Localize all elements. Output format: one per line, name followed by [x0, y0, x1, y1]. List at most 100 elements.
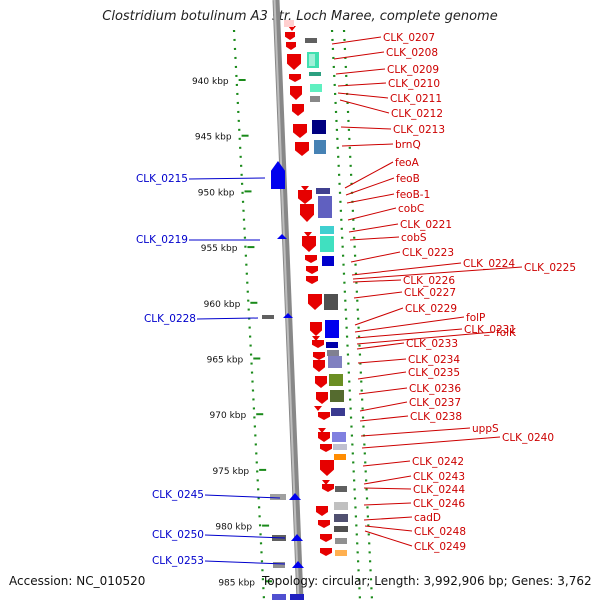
- scale-tick-label: 950 kbp: [198, 188, 235, 198]
- gene-label: CLK_0227: [404, 287, 456, 299]
- label-leader-line: [354, 307, 404, 326]
- gene-label: CLK_0228: [144, 313, 196, 325]
- reverse-strand-block: [324, 294, 338, 310]
- label-leader-line: [356, 342, 405, 350]
- label-leader-line: [364, 525, 413, 532]
- label-leader-line: [340, 126, 392, 130]
- accession-text: Accession: NC_010520: [9, 574, 146, 588]
- gene-label: CLK_0234: [408, 354, 460, 366]
- genome-title: Clostridium botulinum A3 str. Loch Maree…: [102, 9, 498, 24]
- scale-tick-label: 975 kbp: [212, 467, 249, 477]
- reverse-strand-block: [334, 526, 348, 532]
- label-leader-line: [339, 99, 390, 114]
- label-leader-line: [335, 68, 386, 75]
- reverse-strand-block: [320, 236, 334, 252]
- reverse-cds-triangle: [289, 493, 301, 500]
- forward-cds-chevron: [288, 26, 296, 31]
- label-leader-line: [358, 387, 408, 395]
- reverse-strand-block: [270, 494, 286, 500]
- reverse-strand-block: [322, 256, 334, 266]
- reverse-strand-block: [262, 315, 274, 319]
- forward-cds-arrow: [320, 548, 332, 556]
- reverse-strand-block: [318, 196, 332, 218]
- reverse-strand-block: [314, 140, 326, 154]
- reverse-strand-block: [273, 562, 285, 568]
- reverse-strand-block: [335, 550, 347, 556]
- gene-label: feoA: [395, 157, 420, 169]
- gene-label: cadD: [414, 512, 441, 524]
- gene-label: CLK_0233: [406, 338, 458, 350]
- forward-cds-arrow: [320, 534, 332, 542]
- reverse-strand-block: [325, 320, 339, 338]
- label-leader-line: [346, 193, 395, 204]
- label-leader-line: [341, 143, 394, 147]
- label-leader-line: [351, 262, 462, 276]
- label-leader-line: [345, 177, 395, 196]
- reverse-strand-block: [272, 594, 286, 600]
- label-leader-line: [349, 236, 400, 241]
- forward-cds-arrow: [306, 266, 318, 274]
- gene-label: folP: [466, 312, 485, 324]
- reverse-cds-arrow: [271, 161, 285, 189]
- label-leader-line: [344, 161, 394, 189]
- forward-cds-arrow: [312, 340, 324, 348]
- forward-cds-arrow: [315, 376, 327, 388]
- forward-cds-arrow: [295, 142, 309, 156]
- gene-label: CLK_0253: [152, 555, 204, 567]
- gene-label: CLK_0223: [402, 247, 454, 259]
- reverse-strand-block: [335, 538, 347, 544]
- reverse-strand-block: [331, 408, 345, 416]
- label-leader-line: [360, 427, 471, 437]
- reverse-cds-triangle: [283, 313, 293, 318]
- gene-label: CLK_0221: [400, 219, 452, 231]
- forward-cds-arrow: [292, 104, 304, 116]
- scale-ring-left: [232, 29, 266, 600]
- reverse-cds-triangle: [292, 561, 304, 568]
- gene-label: CLK_0237: [409, 397, 461, 409]
- scale-tick-label: 965 kbp: [207, 356, 244, 366]
- gene-label: CLK_0229: [405, 303, 457, 315]
- reverse-strand-block: [326, 342, 338, 348]
- label-leader-line: [357, 371, 407, 380]
- forward-cds-chevron: [301, 186, 309, 191]
- gene-label: CLK_0212: [391, 108, 443, 120]
- label-leader-line: [361, 436, 501, 449]
- forward-cds-arrow: [318, 412, 330, 420]
- gene-label: cobC: [398, 203, 424, 215]
- label-leader-line: [196, 317, 259, 320]
- scale-tick-label: 960 kbp: [204, 300, 241, 310]
- label-leader-line: [362, 460, 411, 467]
- gene-label: cobS: [401, 232, 427, 244]
- label-leader-line: [204, 494, 281, 499]
- scale-tick-label: 940 kbp: [192, 77, 229, 87]
- gene-label: CLK_0248: [414, 526, 466, 538]
- forward-cds-chevron: [304, 232, 312, 237]
- gene-label: CLK_0211: [390, 93, 442, 105]
- forward-cds-arrow: [305, 255, 317, 263]
- scale-tick-label: 985 kbp: [218, 578, 255, 588]
- label-leader-line: [363, 487, 412, 490]
- gene-label: CLK_0210: [388, 78, 440, 90]
- label-leader-line: [352, 266, 523, 280]
- label-leader-line: [357, 358, 407, 364]
- gene-label: CLK_0235: [408, 367, 460, 379]
- label-leader-line: [337, 92, 389, 99]
- gene-label: feoB: [396, 173, 420, 185]
- reverse-strand-block: [310, 84, 322, 92]
- forward-cds-arrow: [306, 276, 318, 284]
- reverse-strand-block: [309, 54, 315, 66]
- gene-label: CLK_0244: [413, 484, 465, 496]
- forward-cds-arrow: [293, 124, 307, 138]
- reverse-strand-block: [328, 356, 342, 368]
- reverse-cds-triangle: [291, 534, 303, 541]
- reverse-strand-block: [310, 96, 320, 102]
- forward-cds-arrow: [302, 236, 316, 252]
- gene-label: feoB-1: [396, 189, 430, 201]
- reverse-strand-block: [332, 432, 346, 442]
- reverse-strand-block: [334, 454, 346, 460]
- reverse-strand-block: [327, 350, 339, 356]
- forward-cds-arrow: [313, 360, 325, 372]
- label-leader-line: [350, 251, 401, 263]
- reverse-strand-block: [309, 72, 321, 76]
